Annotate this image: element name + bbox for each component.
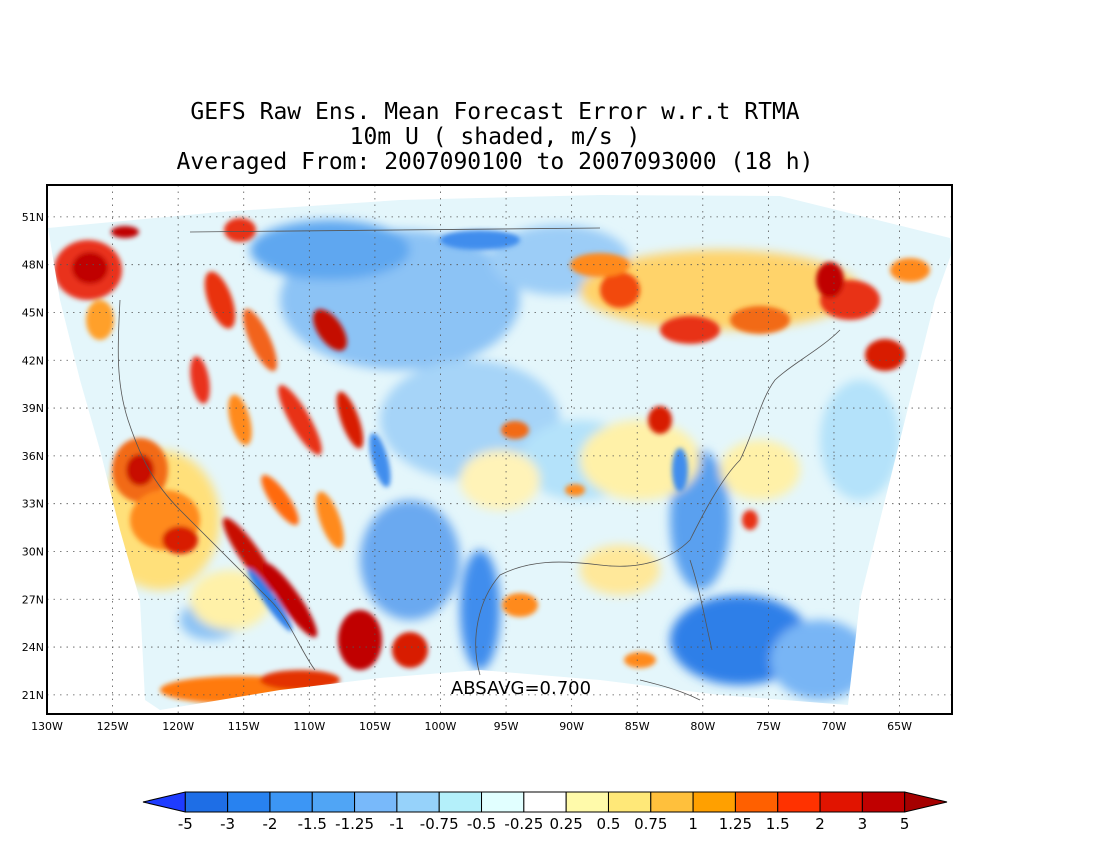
lon-label: 90W	[559, 720, 584, 733]
lon-label: 85W	[625, 720, 650, 733]
colorbar-label: -0.75	[420, 815, 459, 833]
lon-label: 125W	[97, 720, 129, 733]
colorbar-swatch	[523, 791, 567, 813]
lat-label: 27N	[22, 593, 44, 606]
absavg-annotation: ABSAVG=0.700	[451, 678, 591, 699]
colorbar-label: -2	[262, 815, 277, 833]
lon-label: 95W	[494, 720, 519, 733]
colorbar-label: -1.25	[335, 815, 374, 833]
colorbar-swatch	[565, 791, 609, 813]
colorbar-label: 3	[858, 815, 868, 833]
colorbar-swatch	[819, 791, 863, 813]
colorbar-swatch	[438, 791, 483, 813]
shaded-field	[48, 195, 952, 710]
colorbar-label: -5	[178, 815, 193, 833]
title-line-1: GEFS Raw Ens. Mean Forecast Error w.r.t …	[190, 99, 800, 125]
colorbar-label: 5	[900, 815, 910, 833]
longitude-labels: 130W 125W 120W 115W 110W 105W 100W 95W 90W 85W 80W…	[31, 720, 912, 733]
colorbar-swatch	[227, 791, 271, 813]
colorbar-swatch	[650, 791, 694, 813]
title-line-3: Averaged From: 2007090100 to 2007093000 …	[176, 149, 814, 175]
colorbar-label: 1.25	[719, 815, 752, 833]
colorbar-swatch	[354, 791, 398, 813]
lat-label: 21N	[22, 689, 44, 702]
colorbar-label: -1.5	[298, 815, 327, 833]
colorbar-swatch	[777, 791, 821, 813]
lon-label: 115W	[228, 720, 260, 733]
colorbar-low-arrow	[142, 791, 186, 813]
colorbar-label: 1	[688, 815, 698, 833]
plot-frame	[46, 184, 953, 715]
colorbar-high-arrow	[904, 791, 948, 813]
colorbar-label: 2	[815, 815, 825, 833]
title-line-2: 10m U ( shaded, m/s )	[349, 124, 641, 150]
lon-label: 80W	[690, 720, 715, 733]
lat-label: 30N	[22, 545, 44, 558]
colorbar-swatch	[184, 791, 229, 813]
coastlines	[117, 227, 841, 701]
colorbar-swatch	[734, 791, 779, 813]
colorbar-label: 0.75	[634, 815, 667, 833]
lat-label: 42N	[22, 354, 44, 367]
lon-label: 70W	[822, 720, 847, 733]
lon-label: 65W	[887, 720, 912, 733]
lon-label: 120W	[162, 720, 194, 733]
graticule	[47, 185, 952, 714]
colorbar-label: 0.25	[549, 815, 582, 833]
colorbar: -5 -3 -2 -1.5 -1.25 -1 -0.75 -0.5 -0.25 0.25 0.5 0.…	[142, 791, 948, 833]
lat-label: 45N	[22, 306, 44, 319]
colorbar-swatch	[607, 791, 652, 813]
colorbar-label: -0.25	[504, 815, 543, 833]
lat-label: 39N	[22, 402, 44, 415]
colorbar-label: -3	[220, 815, 235, 833]
colorbar-swatch	[861, 791, 906, 813]
map-title: GEFS Raw Ens. Mean Forecast Error w.r.t …	[0, 100, 990, 175]
colorbar-label: 1.5	[766, 815, 790, 833]
lat-label: 36N	[22, 450, 44, 463]
lat-label: 51N	[22, 211, 44, 224]
colorbar-label: -0.5	[467, 815, 496, 833]
colorbar-swatch	[692, 791, 736, 813]
lon-label: 105W	[359, 720, 391, 733]
lon-label: 100W	[425, 720, 457, 733]
lon-label: 130W	[31, 720, 63, 733]
lon-label: 110W	[293, 720, 325, 733]
colorbar-swatch	[396, 791, 440, 813]
lon-label: 75W	[756, 720, 781, 733]
colorbar-label: -1	[389, 815, 404, 833]
lat-label: 24N	[22, 641, 44, 654]
colorbar-swatch	[269, 791, 313, 813]
latitude-labels: 51N 48N 45N 42N 39N 36N 33N 30N 27N 24N 21N	[22, 211, 44, 702]
colorbar-label: 0.5	[597, 815, 621, 833]
colorbar-swatch	[311, 791, 356, 813]
colorbar-swatch	[481, 791, 525, 813]
lat-label: 33N	[22, 498, 44, 511]
lat-label: 48N	[22, 259, 44, 272]
